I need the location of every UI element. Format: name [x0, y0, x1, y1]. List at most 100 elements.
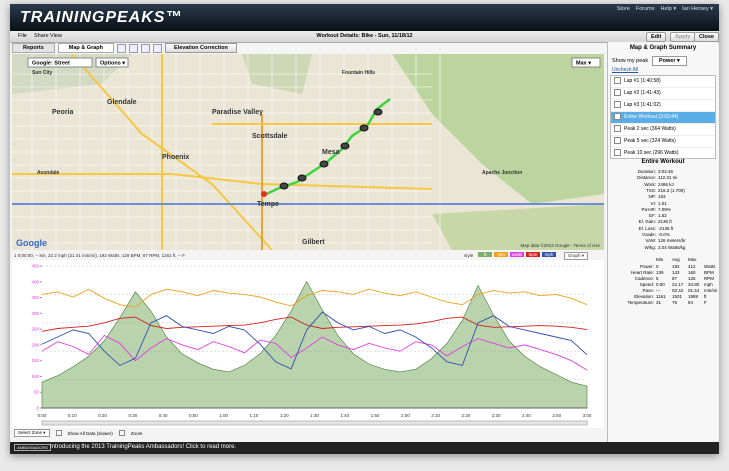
map-options[interactable]: Options ▾: [100, 61, 126, 67]
elevation-button[interactable]: Elevation Correction: [165, 43, 237, 53]
graph[interactable]: 0 50 100 150 200 250 300 350 400 450 0:00 0:10 0:20 0…: [12, 260, 604, 428]
stat-value: 2486 kJ: [658, 181, 674, 187]
header-link[interactable]: Store: [616, 6, 630, 12]
x-tick-label: 2:10: [431, 413, 440, 418]
y-tick-label: 150: [31, 358, 39, 363]
checkbox[interactable]: [614, 101, 621, 109]
map-terrain: [392, 54, 604, 204]
table-cell: 1988: [688, 294, 699, 299]
map-options-box[interactable]: [95, 57, 129, 68]
table-label: Elevation:: [634, 294, 654, 299]
checkbox[interactable]: [614, 125, 621, 133]
lap-row[interactable]: Lap #3 (1:41:02): [611, 100, 715, 112]
table-unit: mph: [704, 282, 713, 287]
map[interactable]: Peoria Glendale Scottsdale Paradise Valley P…: [12, 54, 604, 250]
header-link[interactable]: Ian Hersey ▾: [682, 6, 713, 12]
lap-row[interactable]: Entire Workout (3:03:44): [611, 112, 715, 124]
lap-row[interactable]: Peak 5 sec (324 Watts): [611, 136, 715, 148]
menu-button[interactable]: Edit: [646, 32, 667, 42]
x-tick-label: 1:20: [280, 413, 289, 418]
y-tick-label: 100: [31, 374, 39, 379]
legend-chip[interactable]: bpm: [526, 252, 540, 257]
stat-value: -2136 ft: [658, 225, 674, 231]
checkbox[interactable]: [614, 113, 621, 121]
app-window: TRAININGPEAKS™ Store Forums Help ▾ Ian Hers…: [10, 4, 719, 454]
checkbox[interactable]: [118, 430, 125, 436]
lap-row[interactable]: Peak 10 sec (296 Watts): [611, 148, 715, 158]
header-link[interactable]: Forums: [635, 6, 655, 12]
table-cell: 0: [656, 264, 659, 269]
map-place: Sun City: [32, 70, 52, 76]
view-icon[interactable]: [153, 44, 163, 53]
lap-label: Entire Workout (3:03:44): [624, 114, 679, 120]
lap-row[interactable]: Lap #1 (1:40:58): [611, 76, 715, 88]
legend-chip[interactable]: watts: [510, 252, 524, 257]
table-cell: 84: [688, 300, 694, 305]
map-place: Phoenix: [162, 154, 189, 161]
table-label: Power:: [639, 264, 654, 269]
checkbox[interactable]: [614, 137, 621, 145]
map-source[interactable]: Google: Street: [32, 61, 70, 67]
footer-text[interactable]: Introducing the 2013 TrainingPeaks Ambas…: [50, 444, 237, 450]
graph-info: 1 0:00:00, -- km, 22.2 mph (31.41 min/mi…: [14, 253, 185, 258]
legend-chip[interactable]: ft: [478, 252, 492, 257]
x-tick-label: 1:10: [250, 413, 259, 418]
lap-list: Lap #1 (1:40:58) Lap #2 (1:41:43) Lap #3 (…: [610, 75, 716, 159]
stat-label: El. Gain:: [638, 219, 656, 225]
series-line: [41, 311, 588, 370]
tabs: Reports Map & Graph Elevation Correction: [12, 43, 237, 53]
map-place: Fountain Hills: [342, 70, 375, 76]
legend-chip[interactable]: rpm: [494, 252, 508, 257]
peak-select[interactable]: Power ▾: [652, 56, 687, 66]
table-cell: 0.00: [656, 282, 665, 287]
map-road: [71, 54, 273, 250]
table-cell: 412: [688, 264, 696, 269]
table-cell: 5: [656, 276, 659, 281]
zone-select[interactable]: Select Zone ▾: [14, 429, 50, 437]
table-label: Cadence:: [634, 276, 654, 281]
checkbox[interactable]: [614, 149, 621, 157]
graph-mode[interactable]: Graph ▾: [564, 252, 589, 260]
lap-row[interactable]: Lap #2 (1:41:43): [611, 88, 715, 100]
menu-item[interactable]: View: [50, 33, 62, 39]
table-cell: 1501: [672, 294, 683, 299]
tab[interactable]: Reports: [12, 43, 55, 53]
view-icon[interactable]: [129, 44, 139, 53]
y-tick-label: 350: [31, 295, 39, 300]
view-icon[interactable]: [117, 44, 127, 53]
x-tick-label: 0:40: [159, 413, 168, 418]
view-icon[interactable]: [141, 44, 151, 53]
zoom-label: Zoom: [130, 430, 143, 436]
menu-item[interactable]: File: [18, 33, 27, 39]
x-tick-label: 1:00: [219, 413, 228, 418]
map-place: Scottsdale: [252, 133, 288, 140]
ambassador-badge[interactable]: AMBASSADORS: [14, 444, 51, 451]
menu-item[interactable]: Share: [34, 33, 49, 39]
uncheck-all[interactable]: Uncheck All: [612, 67, 639, 73]
map-place: Avondale: [37, 170, 60, 176]
lap-row[interactable]: Peak 2 sec (364 Watts): [611, 124, 715, 136]
map-source-box[interactable]: [27, 57, 93, 68]
checkbox[interactable]: [614, 89, 621, 97]
menu-button[interactable]: Apply: [670, 32, 696, 42]
header-link[interactable]: Help ▾: [660, 6, 677, 12]
map-max[interactable]: Max ▾: [576, 61, 592, 67]
checkbox[interactable]: [614, 77, 621, 85]
map-place: Paradise Valley: [212, 109, 263, 116]
route-marker: [319, 160, 329, 168]
tab[interactable]: Map & Graph: [57, 43, 115, 53]
map-max-box[interactable]: [571, 57, 601, 68]
table-unit: F: [704, 300, 707, 305]
table-cell: ---: [656, 288, 661, 293]
series-line: [41, 316, 588, 332]
legend-chip[interactable]: mph: [542, 252, 556, 257]
stat-value: 216.3 (1.700): [658, 187, 685, 193]
menu-button[interactable]: Close: [694, 32, 719, 42]
x-tick-label: 2:40: [522, 413, 531, 418]
scrollbar[interactable]: [41, 420, 588, 426]
checkbox[interactable]: [55, 430, 62, 436]
stat-value: 193: [658, 194, 666, 200]
stat-label: Grade:: [642, 232, 656, 237]
menu-bar: File Share View Workout Details: Bike - Sun…: [10, 31, 719, 43]
footer[interactable]: AMBASSADORS Introducing the 2013 Training…: [10, 442, 719, 454]
